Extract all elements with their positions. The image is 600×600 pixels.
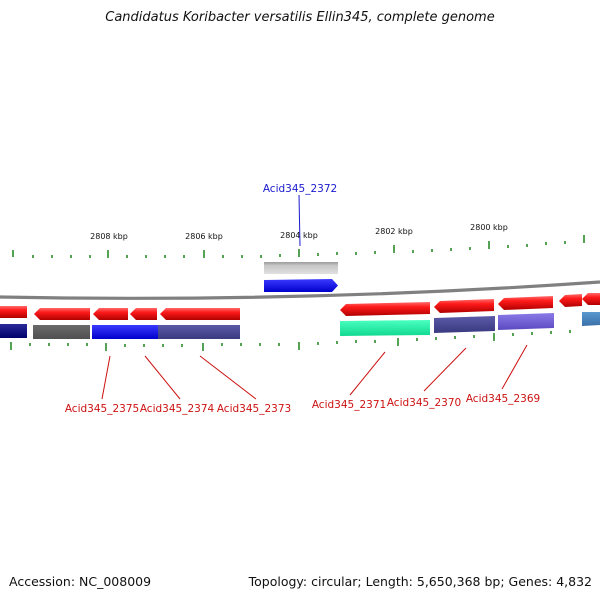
- topology-text: Topology: circular; Length: 5,650,368 bp…: [248, 574, 592, 589]
- upper-features: [264, 262, 338, 292]
- lower-features: [0, 312, 600, 339]
- gene-arrow-acid345-2369[interactable]: [498, 296, 553, 310]
- feature-block[interactable]: [498, 313, 554, 330]
- scale-label: 2800 kbp: [470, 223, 508, 232]
- feature-block[interactable]: [92, 325, 158, 339]
- genome-backbone: [0, 280, 600, 300]
- gene-arrow-acid345-2371[interactable]: [340, 302, 430, 316]
- callout-line: [101, 355, 111, 400]
- map-title: Candidatus Koribacter versatilis Ellin34…: [105, 10, 495, 25]
- gene-label-acid345-2369[interactable]: Acid345_2369: [466, 393, 540, 405]
- accession-text: Accession: NC_008009: [9, 574, 152, 589]
- gene-label-acid345-2373[interactable]: Acid345_2373: [217, 403, 291, 415]
- feature-block[interactable]: [434, 316, 495, 333]
- callout-line: [349, 351, 386, 396]
- gene-label-acid345-2371[interactable]: Acid345_2371: [312, 399, 386, 411]
- scale-label: 2804 kbp: [280, 231, 318, 240]
- scale-labels: 2808 kbp 2806 kbp 2804 kbp 2802 kbp 2800…: [90, 223, 508, 241]
- gene-arrow-acid345-2373[interactable]: [160, 308, 240, 320]
- scale-label: 2808 kbp: [90, 232, 128, 241]
- gene-label-acid345-2374[interactable]: Acid345_2374: [140, 403, 215, 415]
- callout-line: [144, 355, 181, 400]
- gene-labels: Acid345_2372 Acid345_2375 Acid345_2374 A…: [65, 183, 540, 415]
- inner-tick-ring: [10, 330, 571, 351]
- callout-line: [298, 194, 301, 247]
- gene-arrow[interactable]: [93, 308, 128, 320]
- gene-arrow[interactable]: [582, 293, 600, 305]
- gene-arrow[interactable]: [559, 294, 582, 307]
- gene-arrow-acid345-2375[interactable]: [34, 308, 90, 320]
- gene-arrow-acid345-2372[interactable]: [264, 279, 338, 292]
- gene-arrow[interactable]: [0, 306, 27, 318]
- feature-block[interactable]: [158, 325, 240, 339]
- feature-block-grey: [264, 262, 338, 274]
- strand-arrows: [0, 293, 600, 320]
- scale-label: 2802 kbp: [375, 227, 413, 236]
- feature-block[interactable]: [340, 320, 430, 336]
- gene-label-acid345-2370[interactable]: Acid345_2370: [387, 397, 461, 409]
- feature-block[interactable]: [33, 325, 90, 339]
- outer-tick-ring: [12, 235, 585, 258]
- gene-label-acid345-2375[interactable]: Acid345_2375: [65, 403, 139, 415]
- gene-arrow-acid345-2374[interactable]: [130, 308, 157, 320]
- gene-label-acid345-2372[interactable]: Acid345_2372: [263, 183, 337, 195]
- feature-block[interactable]: [582, 312, 600, 326]
- callout-line: [423, 347, 467, 392]
- callout-lines: [101, 194, 528, 400]
- scale-label: 2806 kbp: [185, 232, 223, 241]
- callout-line: [199, 355, 257, 400]
- callout-line: [501, 344, 528, 390]
- feature-block[interactable]: [0, 324, 27, 338]
- gene-arrow-acid345-2370[interactable]: [434, 299, 494, 313]
